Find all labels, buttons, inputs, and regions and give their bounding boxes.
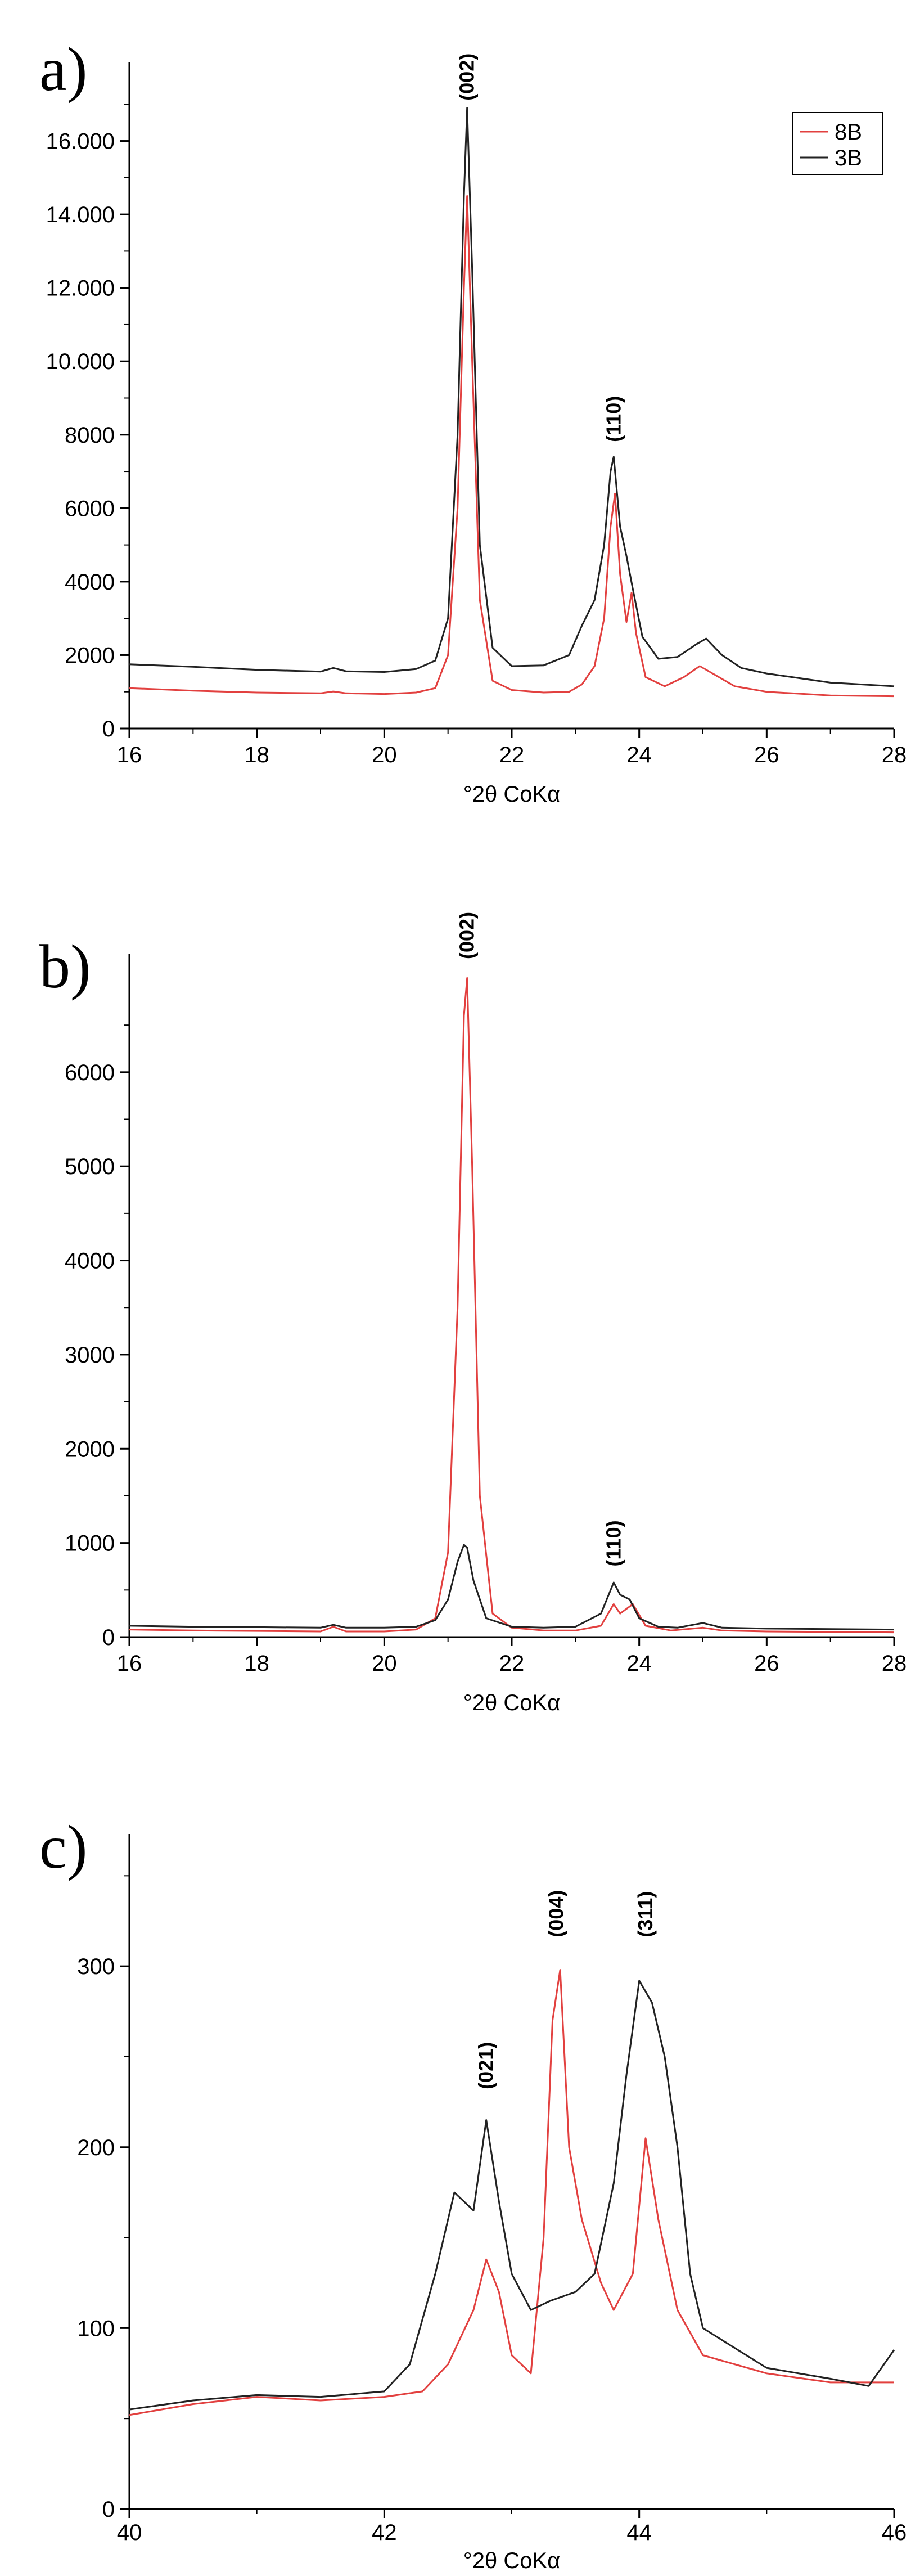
y-tick-label: 6000 (65, 1060, 115, 1085)
panel-c-chart: c) 40 42 44 46 0 100 200 300 °2θ CoKα (021) (004) (3… (39, 1813, 907, 2573)
x-tick-label: 22 (499, 743, 525, 767)
x-tick-label: 18 (244, 743, 269, 767)
x-axis-title: °2θ CoKα (463, 2548, 561, 2573)
y-tick-label: 2000 (65, 643, 115, 668)
y-tick-label: 4000 (65, 1249, 115, 1274)
y-tick-label: 0 (102, 2497, 115, 2522)
legend-label: 3B (835, 146, 862, 170)
series-line-3B (129, 1980, 895, 2411)
x-tick-label: 20 (372, 743, 397, 767)
peak-label: (021) (475, 2042, 498, 2089)
panel-letter: b) (39, 932, 91, 1001)
y-tick-label: 0 (102, 717, 115, 741)
legend-box (792, 112, 883, 175)
y-tick-label: 3000 (65, 1343, 115, 1368)
y-tick-label: 1000 (65, 1531, 115, 1556)
x-tick-label: 44 (626, 2520, 652, 2545)
x-tick-label: 46 (882, 2520, 907, 2545)
peak-label: (311) (634, 1891, 657, 1937)
peak-label: (110) (602, 396, 625, 442)
peak-label: (002) (456, 912, 479, 959)
x-tick-label: 26 (754, 1651, 779, 1676)
y-tick-label: 10.000 (46, 349, 115, 374)
x-axis-title: °2θ CoKα (463, 1691, 561, 1715)
panel-b-chart: b) 16 18 20 22 24 26 28 0 1000 2000 3000 4000 5000 600… (39, 912, 907, 1715)
y-tick-label: 6000 (65, 496, 115, 521)
legend-label: 8B (835, 120, 862, 145)
y-tick-label: 200 (77, 2136, 115, 2160)
x-tick-label: 24 (626, 1651, 652, 1676)
peak-label: (110) (602, 1520, 625, 1566)
series-line-8B (129, 195, 895, 698)
y-tick-label: 14.000 (46, 203, 115, 227)
series-line-3B (129, 1544, 895, 1631)
x-tick-label: 16 (117, 743, 142, 767)
panel-letter: c) (39, 1813, 87, 1881)
y-tick-label: 0 (102, 1625, 115, 1650)
series-line-3B (129, 107, 895, 687)
panel-letter: a) (39, 35, 87, 104)
y-tick-label: 16.000 (46, 129, 115, 154)
x-tick-label: 18 (244, 1651, 269, 1676)
y-tick-label: 4000 (65, 570, 115, 595)
x-axis-title: °2θ CoKα (463, 782, 561, 807)
x-tick-label: 24 (626, 743, 652, 767)
y-tick-label: 8000 (65, 423, 115, 448)
y-tick-label: 100 (77, 2316, 115, 2341)
series-line-8B (129, 1969, 894, 2416)
x-tick-label: 20 (372, 1651, 397, 1676)
peak-label: (004) (544, 1890, 567, 1937)
x-tick-label: 40 (117, 2520, 142, 2545)
peak-label: (002) (456, 53, 479, 101)
y-tick-label: 300 (77, 1954, 115, 1979)
x-tick-label: 42 (372, 2520, 397, 2545)
panel-a-chart: a) 16 18 20 22 24 26 28 0 2000 4000 6000 8000 10.000 1… (39, 35, 907, 807)
x-tick-label: 22 (499, 1651, 525, 1676)
y-tick-label: 2000 (65, 1437, 115, 1462)
y-tick-label: 12.000 (46, 276, 115, 301)
x-tick-label: 28 (882, 743, 907, 767)
x-tick-label: 26 (754, 743, 779, 767)
x-tick-label: 16 (117, 1651, 142, 1676)
x-tick-label: 28 (882, 1651, 907, 1676)
y-tick-label: 5000 (65, 1154, 115, 1179)
series-line-8B (129, 977, 895, 1634)
